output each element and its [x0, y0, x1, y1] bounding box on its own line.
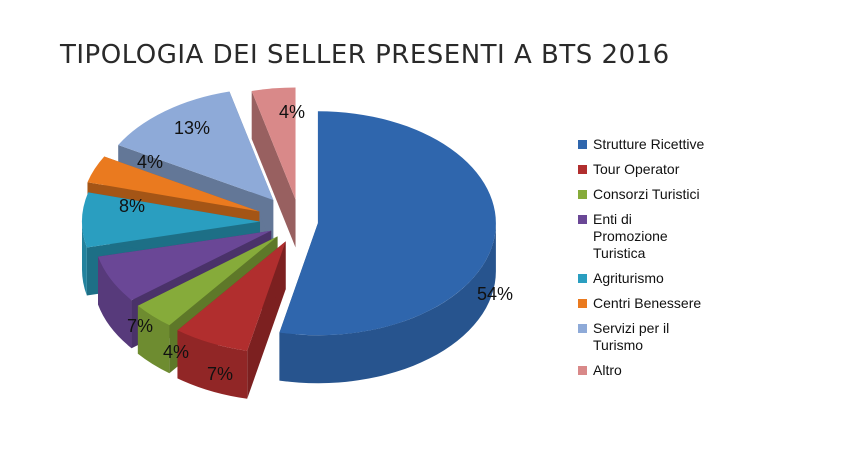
legend-label: Consorzi Turistici	[593, 186, 700, 202]
data-label-5: 8%	[119, 196, 145, 216]
pie-slice-8	[251, 87, 296, 248]
legend-item-6: Centri Benessere	[578, 295, 788, 312]
legend-swatch	[578, 165, 587, 174]
legend-label: Strutture Ricettive	[593, 136, 705, 152]
legend-swatch	[578, 215, 587, 224]
legend-item-1: Strutture Ricettive	[578, 136, 788, 153]
legend-item-3: Consorzi Turistici	[578, 186, 788, 203]
legend: Strutture Ricettive Tour Operator Consorzi…	[578, 136, 788, 387]
legend-swatch	[578, 299, 587, 308]
legend-swatch	[578, 190, 587, 199]
data-label-4: 7%	[127, 316, 153, 336]
chart-title: TIPOLOGIA DEI SELLER PRESENTI A BTS 2016	[60, 40, 670, 70]
legend-label: Servizi per il Turismo	[593, 320, 670, 353]
legend-label: Tour Operator	[593, 161, 680, 177]
legend-swatch	[578, 140, 587, 149]
data-label-8: 4%	[279, 102, 305, 122]
legend-swatch	[578, 366, 587, 375]
legend-swatch	[578, 324, 587, 333]
legend-item-5: Agriturismo	[578, 270, 788, 287]
data-label-3: 4%	[163, 342, 189, 362]
data-label-6: 4%	[137, 152, 163, 172]
data-label-1: 54%	[477, 284, 513, 304]
legend-item-8: Altro	[578, 362, 788, 379]
legend-item-7: Servizi per il Turismo	[578, 320, 788, 354]
legend-label: Enti di Promozione Turistica	[593, 211, 668, 261]
legend-item-4: Enti di Promozione Turistica	[578, 211, 788, 262]
legend-swatch	[578, 274, 587, 283]
legend-item-2: Tour Operator	[578, 161, 788, 178]
pie-slice-1	[279, 111, 496, 384]
data-label-7: 13%	[174, 118, 210, 138]
legend-label: Centri Benessere	[593, 295, 702, 311]
legend-label: Agriturismo	[593, 270, 664, 286]
pie-slice-2	[177, 241, 286, 399]
legend-label: Altro	[593, 362, 622, 378]
data-label-2: 7%	[207, 364, 233, 384]
